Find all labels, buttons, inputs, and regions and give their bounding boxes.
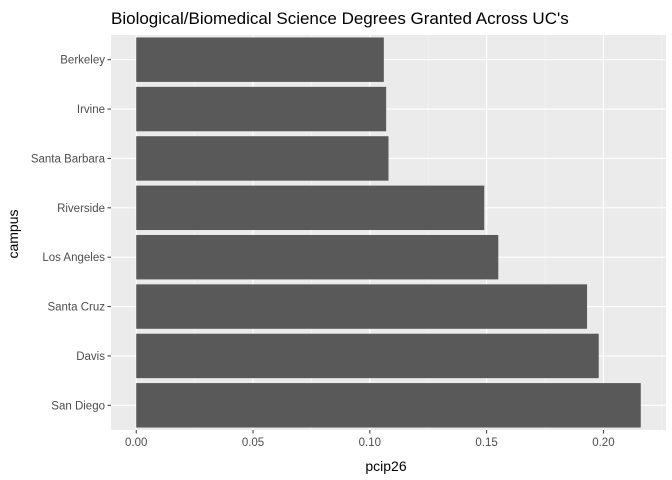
y-tick-label: San Diego [51,400,105,412]
bar-riverside [136,185,485,231]
y-tick-label: Irvine [77,104,105,116]
y-tick-label: Berkeley [60,55,105,67]
bar-san-diego [136,383,641,428]
x-tick-label: 0.15 [475,437,497,449]
x-tick-label: 0.20 [592,437,614,449]
y-tick-label: Santa Barbara [31,153,106,165]
y-axis-title: campus [5,209,21,258]
chart-title: Biological/Biomedical Science Degrees Gr… [111,9,569,28]
x-axis-title: pcip26 [365,458,406,474]
bar-los-angeles [136,234,499,280]
x-axis-ticks: 0.00 0.05 0.10 0.15 0.20 [125,430,615,449]
y-tick-label: Los Angeles [42,252,105,264]
x-tick-label: 0.10 [359,437,381,449]
bar-berkeley [136,37,384,82]
y-tick-label: Santa Cruz [47,302,105,314]
bar-irvine [136,86,387,132]
x-tick-label: 0.00 [125,437,147,449]
bar-santa-cruz [136,284,588,329]
bar-davis [136,333,599,379]
x-tick-label: 0.05 [242,437,264,449]
y-tick-label: Riverside [57,203,105,215]
y-axis-ticks: Berkeley Irvine Santa Barbara Riverside Los … [31,55,111,412]
bar-santa-barbara [136,136,389,181]
bars [136,37,641,428]
y-tick-label: Davis [76,351,105,363]
